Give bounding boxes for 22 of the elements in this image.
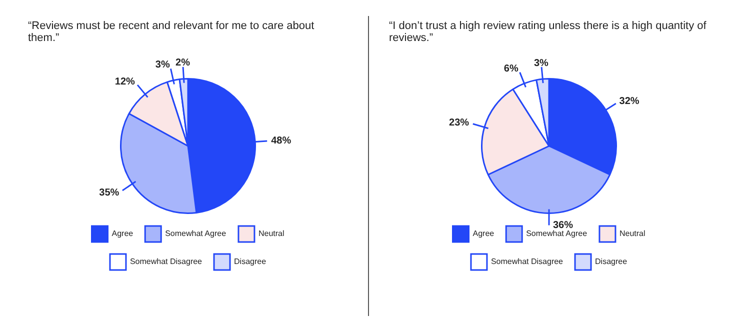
data-label: 23% [449,118,470,129]
legend-label: Agree [112,229,134,238]
data-label: 32% [619,96,640,108]
legend-label: Somewhat Disagree [490,257,564,266]
data-label: 2% [176,58,190,69]
data-label: 3% [155,60,170,71]
data-label: 35% [99,188,120,199]
legend-label: Somewhat Agree [526,229,588,238]
legend-label: Agree [472,229,495,238]
chart-title: “Reviews must be recent and relevant for me to care about them.” [27,19,316,46]
legend-label: Disagree [595,257,628,266]
legend-label: Somewhat Disagree [130,257,203,266]
data-label: 12% [114,76,136,88]
chart-title: “I don’t trust a high review rating unless there is a high quantity of reviews.” [388,19,708,46]
legend-label: Somewhat Agree [165,229,227,238]
legend-label: Disagree [234,257,267,266]
data-label: 6% [504,63,518,74]
data-label: 36% [553,220,574,231]
data-label: 3% [534,58,548,69]
data-label: 48% [271,136,292,147]
legend-label: Neutral [619,229,646,238]
legend-label: Neutral [258,229,284,238]
